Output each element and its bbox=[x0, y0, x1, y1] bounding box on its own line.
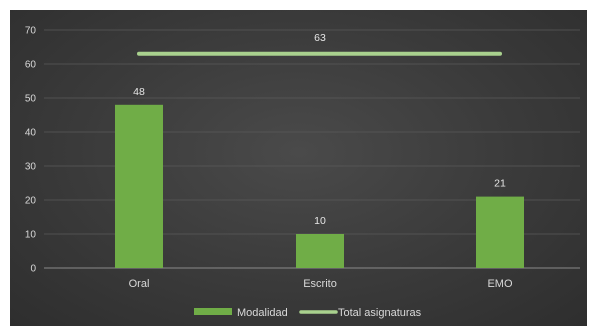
category-label: Escrito bbox=[303, 278, 337, 290]
y-tick-label: 30 bbox=[25, 162, 37, 173]
y-tick-label: 20 bbox=[25, 196, 37, 207]
legend-swatch-modalidad bbox=[194, 308, 232, 315]
data-label-emo: 21 bbox=[494, 178, 506, 190]
y-axis-ticks: 0 10 20 30 40 50 60 70 bbox=[25, 26, 37, 275]
data-labels: 48 10 21 63 bbox=[133, 32, 506, 227]
data-label-total: 63 bbox=[314, 32, 326, 44]
y-tick-label: 50 bbox=[25, 94, 37, 105]
y-tick-label: 10 bbox=[25, 230, 37, 241]
y-tick-label: 60 bbox=[25, 60, 37, 71]
data-label-oral: 48 bbox=[133, 86, 145, 98]
y-tick-label: 70 bbox=[25, 26, 37, 37]
legend: Modalidad Total asignaturas bbox=[194, 307, 422, 319]
category-label: Oral bbox=[129, 278, 150, 290]
x-axis-categories: Oral Escrito EMO bbox=[129, 278, 513, 290]
data-label-escrito: 10 bbox=[314, 215, 326, 227]
chart-area: 0 10 20 30 40 50 60 70 48 10 21 63 Oral Escrito EMO … bbox=[10, 10, 587, 326]
y-tick-label: 40 bbox=[25, 128, 37, 139]
legend-label-total: Total asignaturas bbox=[338, 307, 422, 319]
bars bbox=[115, 104, 524, 268]
bar-escrito bbox=[296, 234, 344, 268]
bar-oral bbox=[115, 104, 163, 268]
bar-emo bbox=[476, 196, 524, 268]
y-tick-label: 0 bbox=[30, 264, 36, 275]
legend-label-modalidad: Modalidad bbox=[237, 307, 288, 319]
category-label: EMO bbox=[487, 278, 513, 290]
